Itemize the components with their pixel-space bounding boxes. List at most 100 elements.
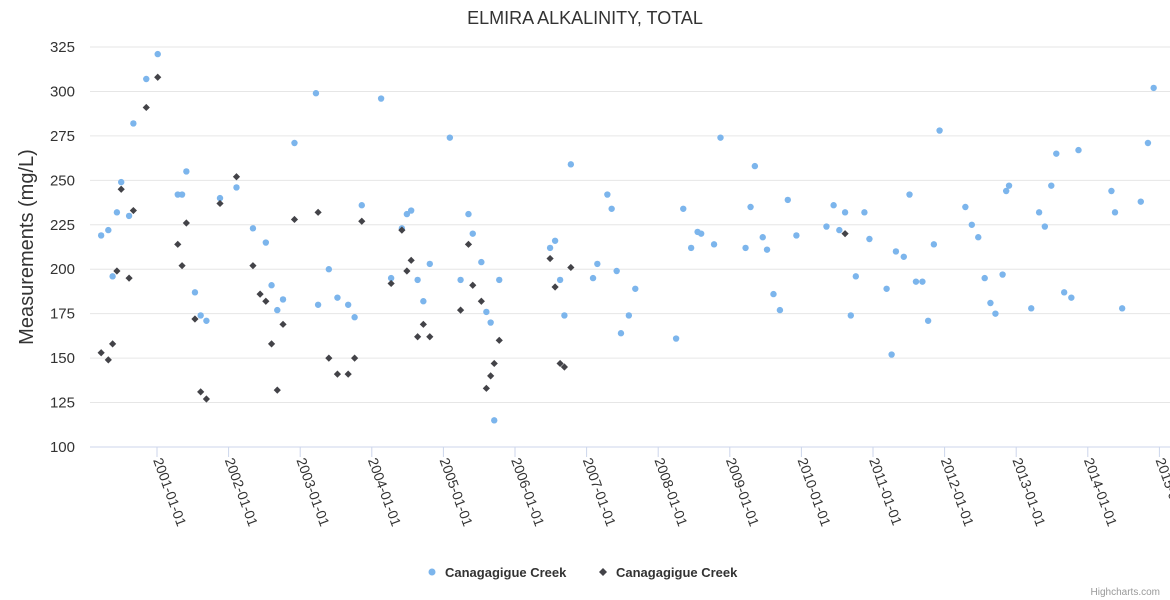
data-point-diamond[interactable] (419, 320, 427, 328)
data-point-circle[interactable] (1035, 209, 1043, 216)
data-point-circle[interactable] (487, 319, 494, 326)
data-point-circle[interactable] (1150, 84, 1157, 92)
data-point-circle[interactable] (1068, 294, 1075, 301)
data-point-diamond[interactable] (104, 356, 112, 364)
data-point-circle[interactable] (546, 244, 554, 252)
data-point-circle[interactable] (975, 234, 982, 241)
data-point-circle[interactable] (892, 248, 900, 255)
data-point-circle[interactable] (770, 290, 777, 298)
legend-item-series-1[interactable]: Canagagigue Creek (428, 565, 568, 580)
data-point-circle[interactable] (888, 351, 895, 358)
data-point-circle[interactable] (291, 139, 298, 147)
data-point-circle[interactable] (717, 134, 724, 141)
data-point-circle[interactable] (262, 239, 270, 246)
data-point-circle[interactable] (613, 267, 620, 275)
data-point-circle[interactable] (457, 276, 464, 284)
data-point-circle[interactable] (680, 205, 687, 212)
data-point-circle[interactable] (407, 207, 415, 214)
data-point-circle[interactable] (992, 310, 999, 317)
data-point-circle[interactable] (906, 191, 913, 198)
data-point-circle[interactable] (344, 301, 352, 308)
data-point-circle[interactable] (962, 203, 969, 211)
data-point-diamond[interactable] (314, 208, 322, 216)
data-point-circle[interactable] (1028, 305, 1035, 312)
data-point-circle[interactable] (249, 225, 257, 232)
data-point-diamond[interactable] (232, 173, 241, 181)
data-point-circle[interactable] (968, 221, 976, 228)
data-point-circle[interactable] (105, 226, 112, 234)
data-point-circle[interactable] (178, 191, 186, 198)
data-point-circle[interactable] (1053, 150, 1060, 157)
data-point-circle[interactable] (1060, 289, 1068, 296)
data-point-circle[interactable] (183, 168, 190, 175)
data-point-circle[interactable] (268, 282, 275, 289)
data-point-circle[interactable] (551, 237, 559, 244)
data-point-diamond[interactable] (216, 199, 224, 208)
data-point-circle[interactable] (823, 223, 830, 230)
data-point-circle[interactable] (632, 285, 639, 292)
data-point-diamond[interactable] (109, 340, 117, 348)
data-point-circle[interactable] (483, 308, 490, 316)
data-point-circle[interactable] (912, 278, 920, 285)
data-point-circle[interactable] (841, 209, 849, 216)
data-point-circle[interactable] (1048, 182, 1055, 189)
data-point-circle[interactable] (420, 298, 427, 305)
data-point-diamond[interactable] (262, 297, 270, 305)
data-point-circle[interactable] (143, 75, 150, 83)
data-point-diamond[interactable] (191, 315, 199, 323)
data-point-circle[interactable] (759, 234, 766, 241)
data-point-diamond[interactable] (456, 306, 465, 314)
data-point-circle[interactable] (113, 209, 121, 216)
data-point-circle[interactable] (191, 289, 199, 296)
data-point-circle[interactable] (776, 306, 784, 314)
data-point-circle[interactable] (154, 50, 161, 58)
data-point-diamond[interactable] (464, 240, 473, 248)
data-point-circle[interactable] (567, 161, 575, 168)
data-point-diamond[interactable] (279, 320, 287, 328)
data-point-circle[interactable] (1002, 187, 1010, 195)
data-point-diamond[interactable] (358, 217, 366, 225)
data-point-diamond[interactable] (249, 262, 257, 270)
data-point-circle[interactable] (697, 230, 705, 237)
data-point-circle[interactable] (604, 191, 611, 198)
legend-item-series-2[interactable]: Canagagigue Creek (599, 565, 738, 580)
data-point-diamond[interactable] (546, 254, 554, 263)
data-point-diamond[interactable] (344, 370, 352, 378)
data-point-circle[interactable] (625, 312, 633, 319)
data-point-diamond[interactable] (495, 336, 503, 344)
data-point-circle[interactable] (672, 335, 680, 342)
data-point-diamond[interactable] (113, 267, 121, 275)
data-point-diamond[interactable] (256, 290, 264, 298)
data-point-circle[interactable] (742, 244, 749, 252)
data-point-circle[interactable] (924, 317, 932, 324)
data-point-diamond[interactable] (197, 388, 205, 396)
data-point-diamond[interactable] (125, 274, 133, 282)
data-point-circle[interactable] (763, 246, 771, 253)
data-point-diamond[interactable] (202, 395, 211, 403)
data-point-circle[interactable] (793, 232, 800, 239)
data-point-diamond[interactable] (290, 215, 299, 224)
data-point-circle[interactable] (852, 273, 860, 280)
data-point-circle[interactable] (836, 226, 843, 234)
data-point-circle[interactable] (608, 205, 615, 212)
data-point-circle[interactable] (1111, 209, 1119, 216)
data-point-diamond[interactable] (567, 263, 575, 272)
data-point-circle[interactable] (216, 194, 224, 202)
data-point-circle[interactable] (930, 241, 938, 248)
data-point-circle[interactable] (118, 178, 125, 186)
data-point-diamond[interactable] (154, 73, 162, 81)
data-point-circle[interactable] (469, 230, 476, 237)
data-point-circle[interactable] (377, 95, 385, 102)
data-point-diamond[interactable] (387, 279, 395, 288)
data-point-circle[interactable] (981, 274, 988, 282)
data-point-circle[interactable] (1137, 198, 1144, 205)
data-point-circle[interactable] (478, 258, 485, 266)
data-point-diamond[interactable] (142, 103, 150, 112)
data-point-circle[interactable] (491, 417, 498, 424)
data-point-circle[interactable] (1041, 223, 1049, 230)
data-point-circle[interactable] (999, 271, 1006, 278)
data-point-circle[interactable] (1108, 187, 1115, 195)
data-point-diamond[interactable] (556, 359, 564, 368)
data-point-diamond[interactable] (351, 354, 359, 362)
data-point-diamond[interactable] (487, 372, 495, 380)
